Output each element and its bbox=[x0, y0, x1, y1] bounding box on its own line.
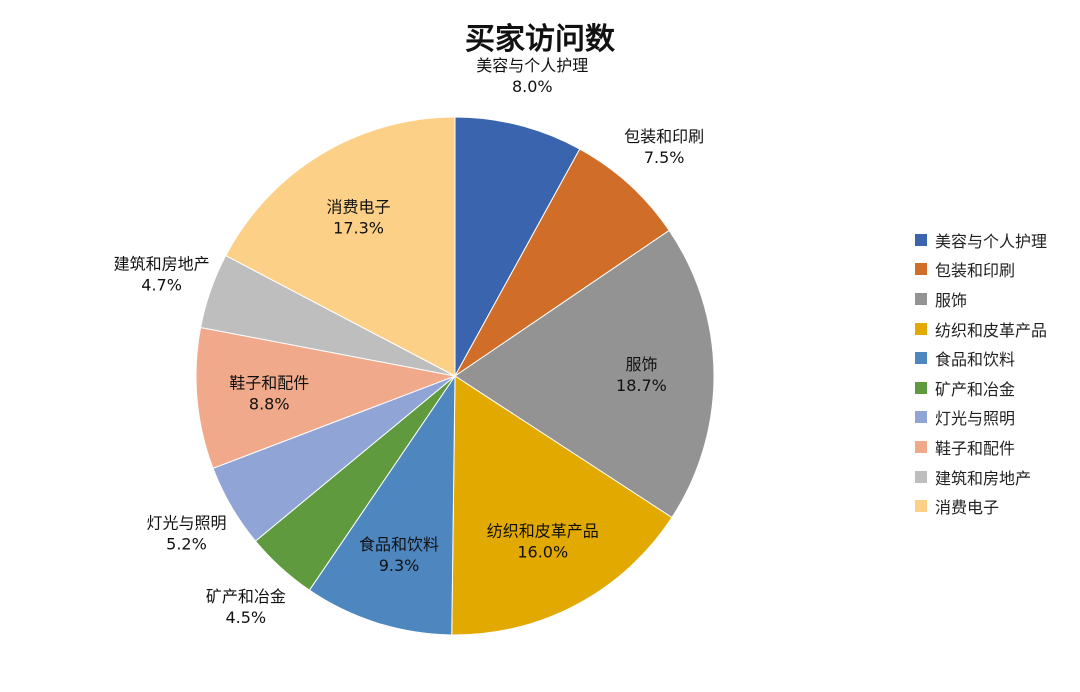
data-label-name: 建筑和房地产 bbox=[114, 254, 210, 273]
legend-item: 服饰 bbox=[915, 284, 1047, 314]
legend-label: 服饰 bbox=[935, 290, 968, 310]
legend-swatch bbox=[915, 411, 927, 424]
legend-item: 灯光与照明 bbox=[915, 403, 1047, 433]
legend-item: 美容与个人护理 bbox=[915, 225, 1047, 255]
legend: 美容与个人护理 包装和印刷服饰纺织和皮革产品 食品和饮料矿产和冶金灯光与照明鞋子和配… bbox=[915, 225, 1047, 521]
data-label-value: 5.2% bbox=[166, 535, 207, 554]
legend-swatch bbox=[915, 233, 927, 246]
data-label-name: 服饰 bbox=[625, 355, 657, 374]
chart-title: 买家访问数 bbox=[465, 22, 615, 57]
pie-slice-2 bbox=[454, 229, 715, 519]
legend-label: 矿产和冶金 bbox=[935, 379, 1016, 399]
pie-slice-0 bbox=[454, 116, 581, 377]
pie-slice-7 bbox=[195, 326, 457, 469]
data-label-name: 矿产和冶金 bbox=[206, 587, 286, 606]
data-label-value: 17.3% bbox=[333, 218, 384, 237]
data-label-value: 4.7% bbox=[141, 275, 182, 294]
legend-swatch bbox=[915, 500, 927, 513]
pie-slice-9 bbox=[225, 116, 456, 377]
legend-item: 包装和印刷 bbox=[915, 255, 1047, 285]
data-label-value: 9.3% bbox=[379, 556, 420, 575]
legend-swatch bbox=[915, 322, 927, 335]
legend-label: 美容与个人护理 bbox=[935, 231, 1048, 251]
data-label-name: 食品和饮料 bbox=[359, 535, 439, 554]
legend-item: 食品和饮料 bbox=[915, 343, 1047, 373]
pie-slice-3 bbox=[451, 375, 673, 636]
data-label-name: 美容与个人护理 bbox=[476, 56, 588, 75]
legend-label: 包装和印刷 bbox=[935, 261, 1016, 281]
legend-swatch bbox=[915, 352, 927, 365]
legend-label: 鞋子和配件 bbox=[935, 438, 1016, 458]
data-label-name: 灯光与照明 bbox=[146, 514, 226, 533]
data-label-value: 8.0% bbox=[512, 77, 553, 96]
legend-label: 食品和饮料 bbox=[935, 350, 1016, 370]
legend-swatch bbox=[915, 292, 927, 305]
legend-swatch bbox=[915, 263, 927, 276]
data-label-name: 鞋子和配件 bbox=[229, 373, 309, 392]
legend-item: 矿产和冶金 bbox=[915, 373, 1047, 403]
data-label-name: 消费电子 bbox=[327, 197, 391, 216]
legend-item: 建筑和房地产 bbox=[915, 462, 1047, 492]
data-label-name: 纺织和皮革产品 bbox=[487, 522, 599, 541]
legend-item: 消费电子 bbox=[915, 491, 1047, 521]
legend-label: 建筑和房地产 bbox=[935, 468, 1032, 488]
pie-slice-1 bbox=[454, 148, 670, 377]
legend-swatch bbox=[915, 470, 927, 483]
pie-slice-4 bbox=[308, 374, 456, 636]
data-label-value: 7.5% bbox=[644, 148, 685, 167]
legend-swatch bbox=[915, 381, 927, 394]
legend-item: 纺织和皮革产品 bbox=[915, 314, 1047, 344]
legend-label: 灯光与照明 bbox=[935, 409, 1016, 429]
data-label-value: 16.0% bbox=[517, 543, 568, 562]
legend-label: 消费电子 bbox=[935, 498, 1000, 518]
data-label-value: 8.8% bbox=[249, 394, 290, 413]
legend-label: 纺织和皮革产品 bbox=[935, 320, 1048, 340]
data-label-name: 包装和印刷 bbox=[624, 127, 704, 146]
data-label-value: 4.5% bbox=[225, 608, 266, 627]
data-label-value: 18.7% bbox=[616, 376, 667, 395]
legend-item: 鞋子和配件 bbox=[915, 432, 1047, 462]
legend-swatch bbox=[915, 440, 927, 453]
